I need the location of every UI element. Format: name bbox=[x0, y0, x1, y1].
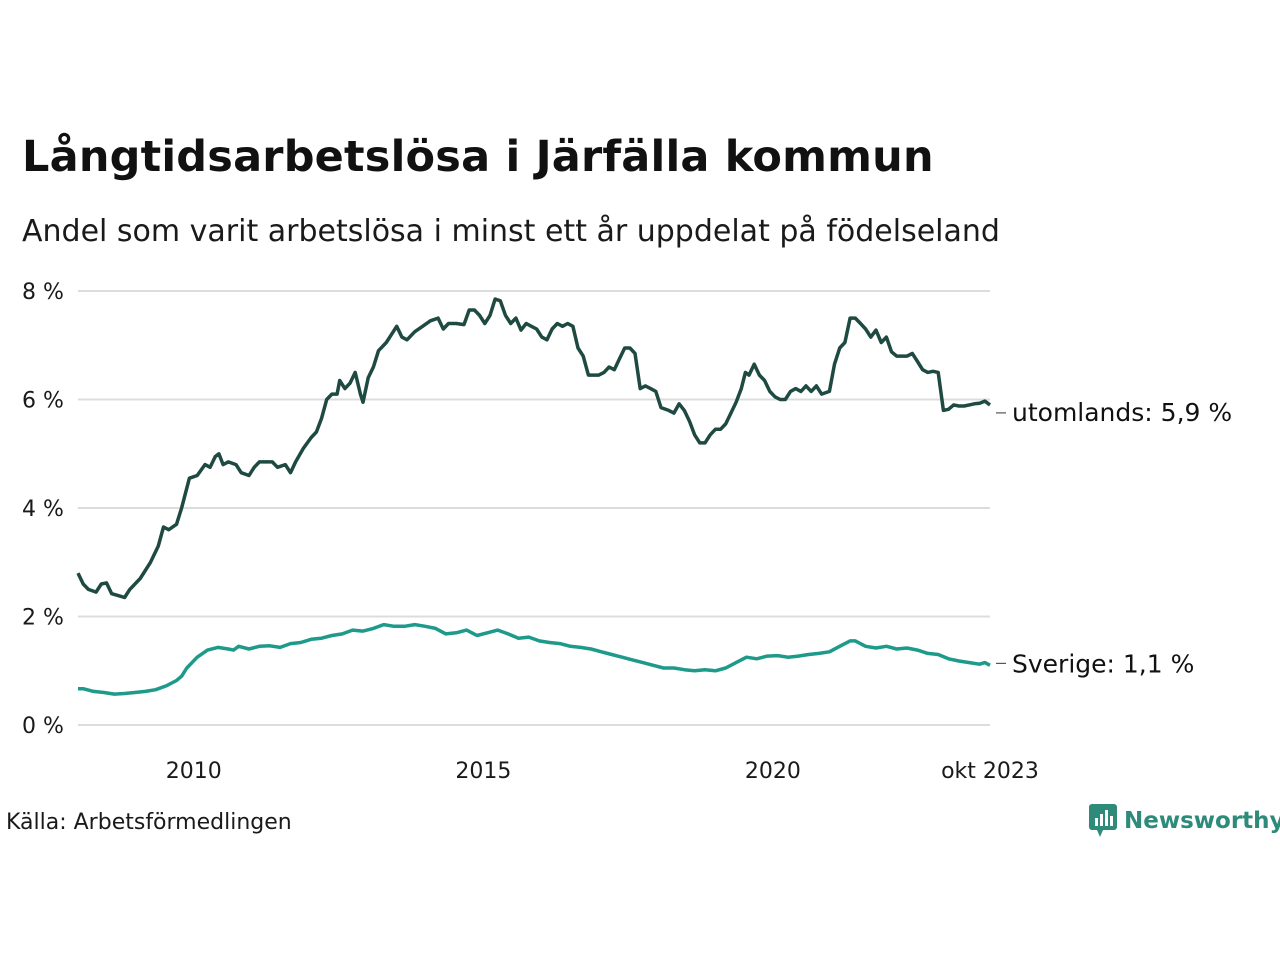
y-tick-label: 4 % bbox=[22, 497, 64, 522]
y-tick-label: 0 % bbox=[22, 714, 64, 739]
brand-logo: Newsworthy bbox=[1088, 803, 1280, 839]
y-tick-label: 6 % bbox=[22, 389, 64, 414]
y-tick-label: 8 % bbox=[22, 280, 64, 305]
series-line-sverige bbox=[78, 622, 991, 696]
gridlines bbox=[78, 290, 990, 726]
end-labels: utomlands: 5,9 % Sverige: 1,1 % bbox=[996, 398, 1232, 678]
end-label-sverige: Sverige: 1,1 % bbox=[1012, 649, 1194, 678]
y-axis: 0 % 2 % 4 % 6 % 8 % bbox=[22, 280, 64, 739]
brand-name: Newsworthy bbox=[1124, 808, 1280, 834]
chart-title: Långtidsarbetslösa i Järfälla kommun bbox=[22, 132, 934, 182]
end-label-utomlands: utomlands: 5,9 % bbox=[1012, 398, 1232, 427]
series-group bbox=[76, 297, 992, 696]
chart-subtitle: Andel som varit arbetslösa i minst ett å… bbox=[22, 214, 1000, 249]
x-axis: 2010 2015 2020 okt 2023 bbox=[166, 759, 1039, 784]
x-tick-label: 2020 bbox=[745, 759, 801, 784]
series-line-utomlands bbox=[76, 297, 992, 600]
x-tick-label: 2015 bbox=[455, 759, 511, 784]
x-tick-label: okt 2023 bbox=[941, 759, 1039, 784]
x-tick-label: 2010 bbox=[166, 759, 222, 784]
source-note: Källa: Arbetsförmedlingen bbox=[6, 810, 292, 835]
y-tick-label: 2 % bbox=[22, 606, 64, 631]
newsworthy-logo-icon bbox=[1089, 804, 1117, 837]
